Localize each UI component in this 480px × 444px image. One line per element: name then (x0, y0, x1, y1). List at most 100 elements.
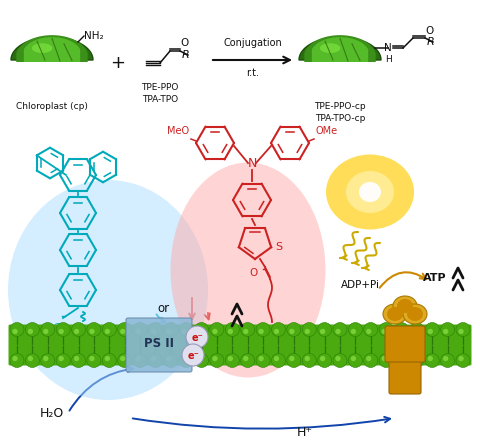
Circle shape (102, 322, 116, 337)
FancyBboxPatch shape (126, 318, 192, 372)
Text: ADP+Pi: ADP+Pi (340, 280, 380, 290)
Circle shape (333, 322, 347, 337)
Circle shape (228, 356, 233, 361)
Circle shape (333, 353, 347, 368)
Ellipse shape (403, 304, 427, 324)
Circle shape (318, 322, 332, 337)
Circle shape (348, 322, 362, 337)
Circle shape (243, 329, 248, 334)
Circle shape (397, 356, 402, 361)
Circle shape (425, 353, 439, 368)
Circle shape (258, 356, 264, 361)
Circle shape (197, 356, 202, 361)
Circle shape (305, 329, 310, 334)
Circle shape (25, 353, 39, 368)
PathPatch shape (16, 35, 88, 62)
Circle shape (210, 353, 224, 368)
Circle shape (289, 356, 295, 361)
Circle shape (148, 322, 162, 337)
Circle shape (256, 353, 270, 368)
Text: OMe: OMe (316, 126, 338, 136)
Circle shape (72, 353, 85, 368)
Circle shape (164, 322, 178, 337)
Circle shape (379, 322, 393, 337)
Circle shape (182, 344, 204, 366)
Circle shape (179, 322, 193, 337)
PathPatch shape (312, 37, 368, 62)
Text: Chloroplast (cp): Chloroplast (cp) (16, 102, 88, 111)
Circle shape (89, 329, 95, 334)
Text: +: + (110, 54, 125, 72)
Circle shape (225, 322, 240, 337)
Circle shape (210, 322, 224, 337)
Circle shape (318, 353, 332, 368)
Circle shape (166, 329, 171, 334)
Circle shape (133, 353, 147, 368)
Circle shape (89, 356, 95, 361)
Text: N: N (384, 43, 392, 53)
Circle shape (395, 353, 408, 368)
Circle shape (240, 353, 255, 368)
Circle shape (148, 353, 162, 368)
Circle shape (118, 353, 132, 368)
Circle shape (272, 353, 286, 368)
Text: H⁺: H⁺ (297, 425, 313, 439)
Circle shape (458, 356, 464, 361)
Circle shape (10, 353, 24, 368)
Circle shape (456, 353, 470, 368)
Text: H: H (384, 55, 391, 64)
Circle shape (133, 322, 147, 337)
Circle shape (151, 329, 156, 334)
Circle shape (135, 356, 141, 361)
Circle shape (166, 356, 171, 361)
Text: R: R (182, 50, 190, 60)
Text: or: or (157, 301, 169, 314)
PathPatch shape (304, 35, 376, 62)
Circle shape (43, 356, 48, 361)
Circle shape (336, 329, 341, 334)
Ellipse shape (346, 171, 394, 213)
Text: H₂O: H₂O (40, 407, 64, 420)
Circle shape (43, 329, 48, 334)
Circle shape (302, 353, 316, 368)
Text: S: S (275, 242, 282, 252)
FancyBboxPatch shape (9, 325, 471, 365)
Circle shape (56, 353, 70, 368)
Circle shape (28, 356, 33, 361)
Circle shape (194, 353, 208, 368)
Ellipse shape (32, 43, 52, 53)
Circle shape (351, 356, 356, 361)
Circle shape (120, 329, 125, 334)
Circle shape (105, 329, 110, 334)
FancyBboxPatch shape (385, 326, 425, 362)
Circle shape (258, 329, 264, 334)
Circle shape (186, 326, 208, 348)
Circle shape (12, 356, 18, 361)
FancyBboxPatch shape (389, 358, 421, 394)
Ellipse shape (320, 43, 340, 53)
Circle shape (274, 356, 279, 361)
Circle shape (256, 322, 270, 337)
Circle shape (443, 356, 448, 361)
Ellipse shape (397, 299, 413, 313)
Circle shape (74, 356, 79, 361)
Circle shape (56, 322, 70, 337)
Text: O: O (53, 323, 61, 333)
Circle shape (225, 353, 240, 368)
Text: PS II: PS II (144, 337, 174, 349)
Circle shape (412, 329, 418, 334)
Circle shape (240, 322, 255, 337)
Circle shape (10, 322, 24, 337)
Circle shape (25, 322, 39, 337)
Circle shape (12, 329, 18, 334)
Circle shape (274, 329, 279, 334)
Circle shape (410, 322, 424, 337)
Circle shape (289, 329, 295, 334)
Circle shape (443, 329, 448, 334)
Circle shape (102, 353, 116, 368)
Circle shape (181, 356, 187, 361)
Circle shape (410, 353, 424, 368)
Ellipse shape (407, 307, 423, 321)
Circle shape (382, 356, 387, 361)
Ellipse shape (170, 163, 325, 377)
